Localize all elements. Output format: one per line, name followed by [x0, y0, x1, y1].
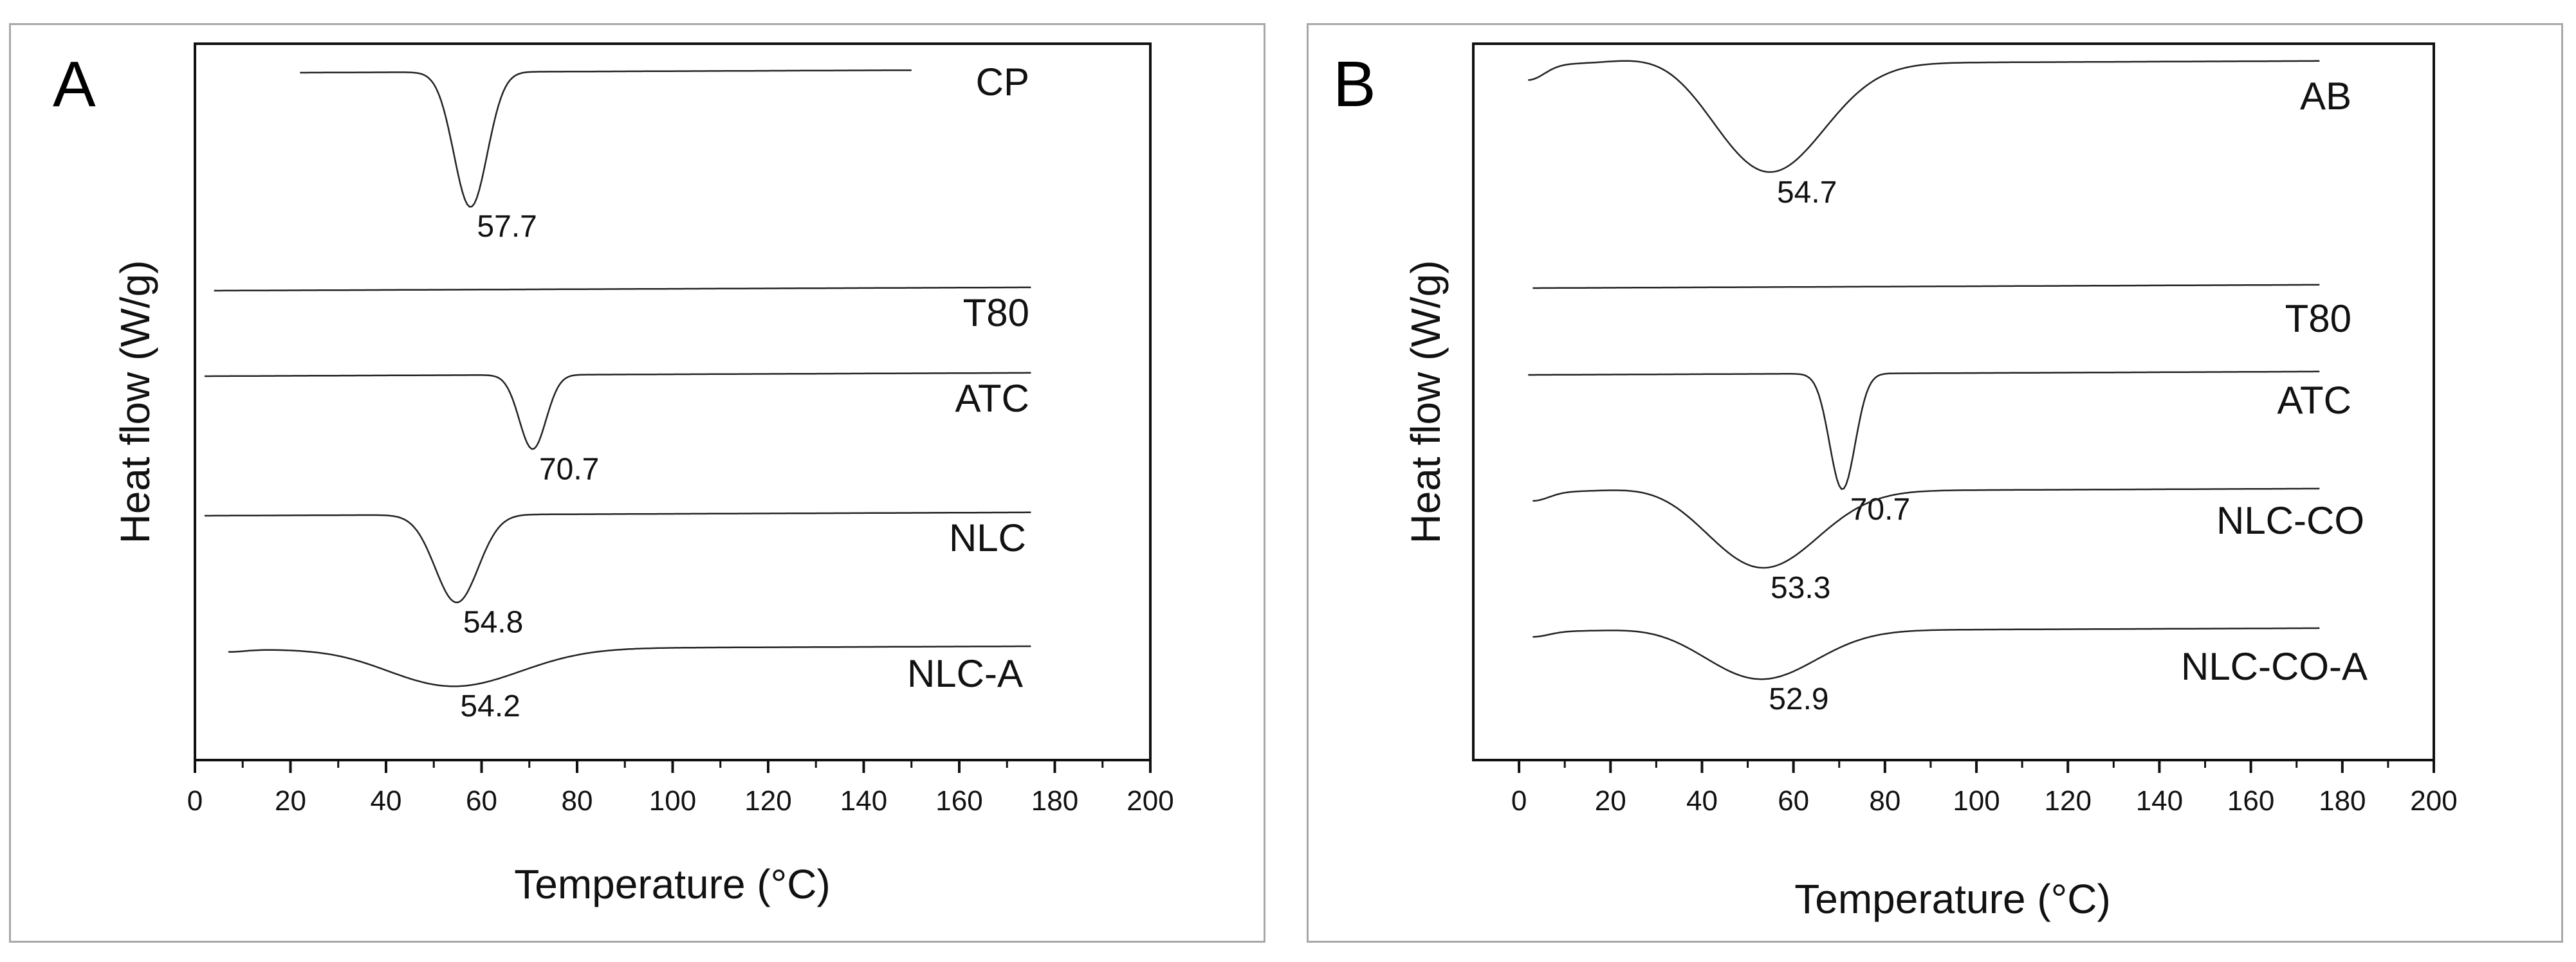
x-tick-label-a-160: 160: [935, 785, 982, 817]
x-tick-label-b-160: 160: [2227, 785, 2274, 817]
x-tick-label-b-40: 40: [1686, 785, 1718, 817]
x-tick-label-a-200: 200: [1127, 785, 1173, 817]
series-label-a-nlc: NLC: [949, 516, 1026, 559]
peak-label-b-ab: 54.7: [1777, 176, 1837, 210]
x-tick-label-a-0: 0: [187, 785, 203, 817]
panel-a-frame: [9, 23, 1265, 943]
x-tick-label-a-80: 80: [562, 785, 593, 817]
panel-letter-b: B: [1333, 48, 1376, 120]
xlabel-b: Temperature (°C): [1794, 876, 2111, 922]
curve-b-atc: [1528, 370, 2320, 490]
x-tick-label-a-100: 100: [649, 785, 696, 817]
curve-a-t80: [214, 286, 1031, 292]
curve-b-nlc-co: [1532, 487, 2320, 569]
x-tick-label-a-60: 60: [466, 785, 497, 817]
x-tick-label-b-100: 100: [1953, 785, 2000, 817]
x-tick-label-b-180: 180: [2319, 785, 2366, 817]
panel-letter-a: A: [53, 48, 96, 120]
curve-b-t80: [1532, 284, 2320, 289]
ylabel-a: Heat flow (W/g): [112, 260, 158, 544]
ylabel-b: Heat flow (W/g): [1403, 260, 1449, 544]
x-tick-label-b-0: 0: [1511, 785, 1527, 817]
x-tick-label-b-20: 20: [1595, 785, 1626, 817]
series-label-b-atc: ATC: [2277, 379, 2351, 422]
x-tick-label-b-140: 140: [2136, 785, 2183, 817]
series-label-a-t80: T80: [963, 291, 1029, 334]
curve-a-cp: [300, 69, 912, 208]
x-tick-label-a-20: 20: [275, 785, 306, 817]
series-label-a-atc: ATC: [955, 377, 1029, 420]
x-tick-label-b-200: 200: [2410, 785, 2457, 817]
x-tick-label-b-60: 60: [1778, 785, 1809, 817]
x-tick-label-a-120: 120: [744, 785, 791, 817]
curve-b-nlc-co-a: [1532, 627, 2320, 680]
peak-label-a-nlc: 54.8: [463, 606, 523, 640]
curve-a-nlc: [204, 511, 1031, 604]
x-tick-label-a-140: 140: [840, 785, 887, 817]
x-tick-label-a-40: 40: [371, 785, 402, 817]
series-label-b-t80: T80: [2285, 297, 2351, 340]
x-tick-label-b-120: 120: [2045, 785, 2092, 817]
peak-label-a-cp: 57.7: [477, 210, 537, 244]
series-label-b-nlc-co: NLC-CO: [2216, 499, 2364, 542]
plot-area-b: [1472, 42, 2435, 761]
series-label-b-ab: AB: [2300, 75, 2351, 118]
panel-b-frame: [1307, 23, 2563, 943]
x-tick-label-a-180: 180: [1031, 785, 1078, 817]
series-label-a-cp: CP: [976, 60, 1029, 104]
peak-label-a-nlc-a: 54.2: [460, 689, 520, 723]
peak-label-a-atc: 70.7: [539, 453, 599, 487]
x-tick-label-b-80: 80: [1869, 785, 1900, 817]
peak-label-b-nlc-co-a: 52.9: [1769, 682, 1828, 716]
peak-label-b-nlc-co: 53.3: [1771, 571, 1830, 605]
curve-a-nlc-a: [228, 645, 1031, 687]
curve-a-atc: [204, 372, 1031, 450]
series-label-b-nlc-co-a: NLC-CO-A: [2181, 645, 2368, 688]
xlabel-a: Temperature (°C): [514, 861, 831, 907]
series-label-a-nlc-a: NLC-A: [907, 652, 1023, 695]
curve-b-ab: [1528, 60, 2320, 173]
